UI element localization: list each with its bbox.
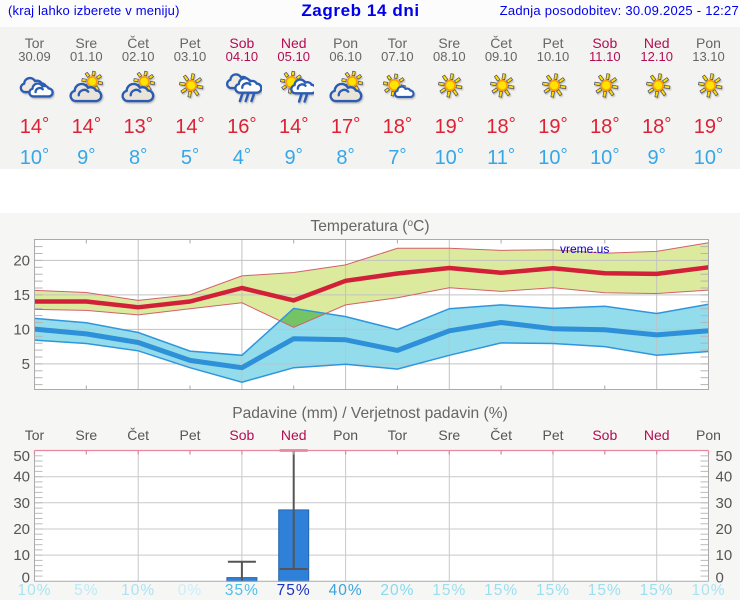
svg-text:0: 0: [22, 569, 30, 586]
svg-text:50: 50: [716, 448, 733, 465]
svg-text:50: 50: [13, 448, 30, 465]
svg-text:5: 5: [22, 356, 30, 373]
svg-text:vreme.us: vreme.us: [560, 242, 609, 256]
svg-text:10: 10: [716, 547, 733, 564]
svg-text:20: 20: [13, 252, 30, 269]
svg-text:10: 10: [13, 321, 30, 338]
svg-text:30: 30: [716, 495, 733, 512]
svg-text:10: 10: [13, 547, 30, 564]
svg-text:20: 20: [716, 521, 733, 538]
svg-text:40: 40: [716, 469, 733, 486]
svg-text:30: 30: [13, 495, 30, 512]
svg-text:15: 15: [13, 287, 30, 304]
svg-text:20: 20: [13, 521, 30, 538]
svg-text:40: 40: [13, 469, 30, 486]
svg-text:0: 0: [716, 569, 724, 586]
